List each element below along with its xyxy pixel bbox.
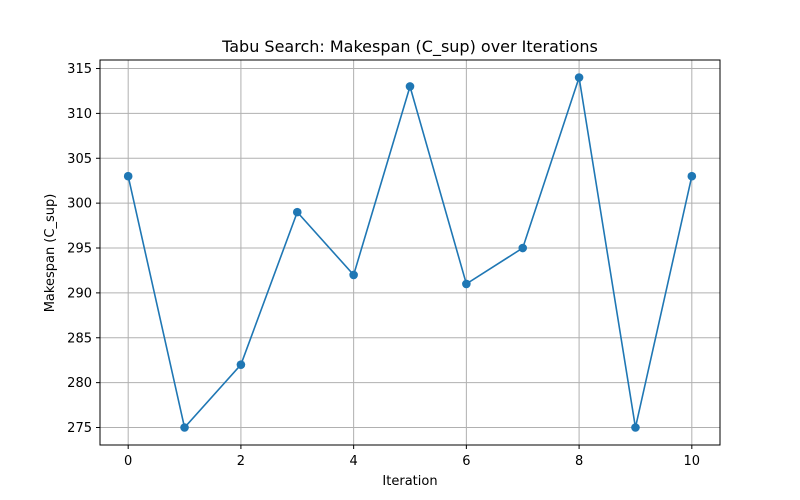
data-point — [574, 73, 584, 82]
series-layer — [123, 73, 697, 432]
x-tick-label: 10 — [684, 454, 701, 469]
y-tick-label: 275 — [67, 421, 92, 436]
y-tick-label: 290 — [67, 286, 92, 301]
y-axis-ticks: 275 280 285 290 295 300 305 310 315 — [67, 62, 100, 436]
data-point — [462, 279, 471, 289]
plot-frame — [99, 59, 721, 446]
x-tick-label: 6 — [462, 454, 470, 469]
y-tick-label: 305 — [67, 152, 92, 167]
y-tick-label: 285 — [67, 331, 92, 346]
x-tick-label: 2 — [237, 454, 245, 469]
y-tick-label: 310 — [67, 107, 92, 122]
x-axis-ticks: 0 2 4 6 8 10 — [124, 445, 700, 469]
data-point — [123, 171, 133, 181]
y-tick-label: 315 — [67, 62, 92, 77]
x-tick-label: 0 — [124, 454, 132, 469]
y-tick-label: 295 — [67, 242, 92, 257]
data-point — [236, 360, 246, 369]
data-point — [631, 423, 640, 432]
data-point — [405, 82, 415, 91]
data-point — [349, 270, 358, 280]
x-tick-label: 8 — [575, 454, 583, 469]
chart-title: Tabu Search: Makespan (C_sup) over Itera… — [221, 37, 598, 57]
y-tick-label: 300 — [67, 197, 92, 212]
series-line — [127, 77, 693, 430]
data-point — [518, 243, 528, 253]
x-axis-label: Iteration — [382, 474, 437, 489]
data-point — [687, 171, 697, 181]
data-point — [180, 423, 189, 432]
grid — [100, 60, 720, 445]
data-point — [292, 207, 302, 217]
y-tick-label: 280 — [67, 376, 92, 391]
y-axis-label: Makespan (C_sup) — [43, 194, 58, 313]
x-tick-label: 4 — [349, 454, 357, 469]
